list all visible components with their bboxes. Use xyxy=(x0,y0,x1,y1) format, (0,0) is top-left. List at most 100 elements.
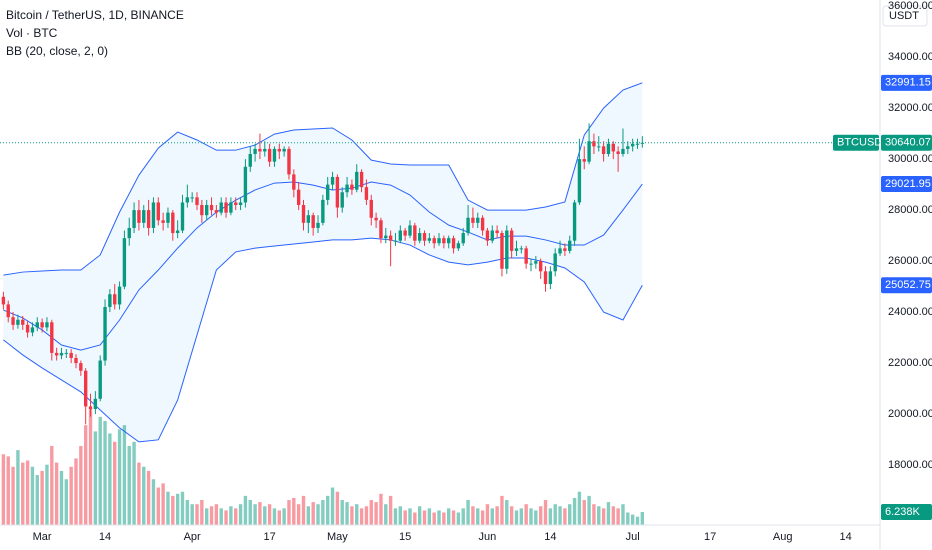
x-tick-label: Aug xyxy=(773,531,793,543)
candle-body xyxy=(524,248,528,264)
last-price-label: 30640.07 xyxy=(885,137,931,149)
volume-bar xyxy=(258,502,262,525)
candle-body xyxy=(403,230,407,236)
volume-bar xyxy=(306,506,311,525)
volume-bar xyxy=(292,497,296,525)
volume-bar xyxy=(359,508,364,525)
candle-body xyxy=(379,220,383,239)
volume-bar xyxy=(369,500,373,525)
candle-body xyxy=(456,243,461,249)
candle-body xyxy=(345,184,349,193)
candle-body xyxy=(272,148,277,162)
candle-body xyxy=(393,240,398,242)
candle-body xyxy=(180,202,185,231)
volume-bar xyxy=(543,500,548,525)
candle-body xyxy=(292,174,296,190)
volume-bar xyxy=(88,408,93,525)
candle-body xyxy=(287,148,291,175)
candle-body xyxy=(200,205,204,216)
y-tick-label: 22000.00 xyxy=(888,357,932,369)
candle-body xyxy=(548,271,553,285)
bb-legend[interactable]: BB (20, close, 2, 0) xyxy=(6,44,108,58)
candle-body xyxy=(630,143,635,147)
candle-body xyxy=(146,210,151,228)
candle-body xyxy=(59,352,64,356)
volume-bar xyxy=(214,504,219,525)
band-line xyxy=(3,82,643,276)
candle-body xyxy=(161,220,165,223)
candle-body xyxy=(248,154,252,167)
y-tick-label: 30000.00 xyxy=(888,153,932,165)
candle-body xyxy=(306,215,311,223)
x-tick-label: May xyxy=(327,531,348,543)
volume-bar xyxy=(447,508,451,525)
candle-body xyxy=(45,322,49,328)
volume-bar xyxy=(83,425,88,525)
candle-body xyxy=(301,205,306,223)
volume-bar xyxy=(30,466,35,525)
band-value-label-box xyxy=(881,277,932,294)
volume-bar xyxy=(384,504,388,525)
candle-body xyxy=(626,146,630,149)
volume-bar xyxy=(630,514,635,525)
candle-body xyxy=(471,217,475,223)
volume-bar xyxy=(466,500,470,525)
volume-bar xyxy=(505,500,509,525)
volume-bar xyxy=(180,491,185,525)
candle-body xyxy=(490,230,494,241)
candle-body xyxy=(282,148,286,152)
volume-bar xyxy=(340,500,344,525)
volume-bar xyxy=(190,504,194,525)
candle-body xyxy=(93,398,98,409)
candle-body xyxy=(611,143,615,152)
volume-bar xyxy=(204,508,209,525)
candle-body xyxy=(74,357,78,364)
volume-bar xyxy=(253,504,257,525)
volume-bar xyxy=(185,500,190,525)
volume-bar xyxy=(16,450,20,525)
x-tick-label: Jun xyxy=(479,531,497,543)
candle-body xyxy=(568,240,572,251)
y-tick-label: 28000.00 xyxy=(888,204,932,216)
volume-bar xyxy=(548,508,553,525)
volume-bar xyxy=(127,445,131,525)
volume-bar xyxy=(287,500,291,525)
volume-bar xyxy=(137,462,141,525)
candle-body xyxy=(388,235,393,241)
y-tick-label: 26000.00 xyxy=(888,255,932,267)
candle-body xyxy=(277,148,281,152)
currency[interactable]: USDT xyxy=(889,10,919,22)
candle-body xyxy=(238,202,243,206)
candle-body xyxy=(142,210,146,223)
candle-body xyxy=(592,141,596,147)
volume-bar xyxy=(238,504,243,525)
candle-body xyxy=(476,217,480,223)
volume-bar xyxy=(277,510,281,525)
candle-body xyxy=(330,176,335,185)
currency-box[interactable] xyxy=(882,5,928,27)
candle-body xyxy=(577,159,582,203)
candle-body xyxy=(640,142,645,144)
candle-body xyxy=(253,148,257,155)
x-tick-label: Jul xyxy=(626,531,640,543)
volume-bar xyxy=(626,512,630,525)
volume-bar xyxy=(50,445,54,525)
volume-bar xyxy=(432,512,436,525)
symbol-title[interactable]: Bitcoin / TetherUS, 1D, BINANCE xyxy=(6,8,184,22)
candle-body xyxy=(156,202,160,221)
volume-bar xyxy=(388,495,393,525)
volume-bar xyxy=(113,441,117,525)
candle-body xyxy=(214,210,219,213)
y-tick-label: 36000.00 xyxy=(888,0,932,12)
volume-legend[interactable]: Vol · BTC xyxy=(6,26,58,40)
candle-body xyxy=(296,189,301,206)
candle-body xyxy=(64,352,69,354)
volume-bar xyxy=(272,508,277,525)
volume-bar xyxy=(69,466,73,525)
volume-bar xyxy=(403,510,407,525)
candle-body xyxy=(267,148,272,162)
volume-bar xyxy=(166,491,170,525)
candle-body xyxy=(166,212,170,223)
candle-body xyxy=(127,227,131,239)
volume-bar xyxy=(529,508,533,525)
